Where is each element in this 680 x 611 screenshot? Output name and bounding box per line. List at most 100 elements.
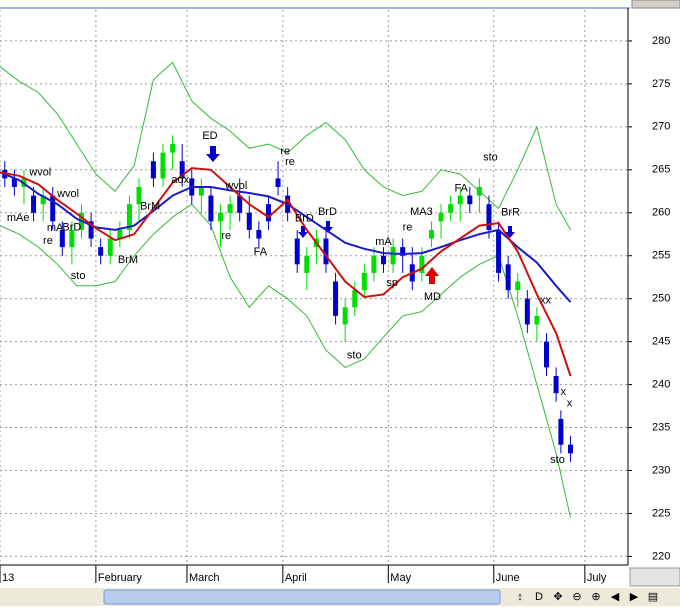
toolbar-button[interactable]: ◀ (611, 591, 620, 603)
candle-body (515, 281, 521, 291)
y-tick-label: 245 (652, 336, 670, 348)
annotation: x (567, 397, 573, 409)
candle-body (126, 204, 132, 230)
y-tick-label: 225 (652, 507, 670, 519)
candle-body (265, 204, 271, 222)
toolbar-button[interactable]: ⊖ (572, 591, 581, 603)
y-tick-label: 280 (652, 35, 670, 47)
annotation: sto (347, 349, 362, 361)
annotation: wvol (224, 180, 247, 192)
candle-body (136, 186, 142, 205)
y-tick-label: 235 (652, 421, 670, 433)
candle-body (40, 195, 46, 205)
y-tick-label: 275 (652, 78, 670, 90)
annotation: mA (375, 236, 392, 248)
annotation: re (221, 230, 231, 242)
x-tick-label: May (390, 572, 411, 584)
annotation: sto (483, 152, 498, 164)
annotation: FA (254, 246, 268, 258)
annotation: MD (424, 291, 441, 303)
candle-body (218, 212, 224, 222)
arrow-down (298, 226, 308, 238)
candle-body (107, 238, 113, 256)
candle-body (558, 418, 564, 445)
annotation: wvol (28, 166, 51, 178)
annotation: BrD (295, 213, 314, 225)
y-tick-label: 250 (652, 293, 670, 305)
series-line (0, 203, 571, 518)
toolbar-button[interactable]: ▤ (648, 591, 658, 603)
candle-body (179, 161, 185, 179)
candle-body (98, 247, 104, 256)
annotation: sto (71, 270, 86, 282)
annotation: mAe (7, 212, 30, 224)
toolbar-button[interactable]: D (535, 591, 543, 603)
candle-body (117, 229, 123, 239)
candle-body (534, 315, 540, 325)
annotation: MA3 (410, 206, 433, 218)
annotation: xx (540, 294, 552, 306)
annotation: ED (202, 130, 217, 142)
candle-body (88, 221, 94, 239)
y-tick-label: 255 (652, 250, 670, 262)
toolbar-button[interactable]: ↕ (517, 591, 523, 603)
y-tick-label: 270 (652, 121, 670, 133)
candle-body (505, 264, 511, 291)
candle-body (275, 178, 281, 187)
annotation: wvol (56, 188, 79, 200)
x-tick-label: 13 (2, 572, 14, 584)
annotation: sto (550, 454, 565, 466)
annotation: BrM (118, 254, 138, 266)
x-tick-label: April (285, 572, 307, 584)
candle-body (448, 204, 454, 213)
x-tick-label: July (587, 572, 607, 584)
scrollbar-thumb[interactable] (103, 589, 501, 605)
candle-body (304, 255, 310, 273)
candle-body (390, 247, 396, 265)
candle-body (160, 152, 166, 179)
candle-body (323, 238, 329, 265)
annotation: mA (47, 222, 64, 234)
y-tick-label: 265 (652, 164, 670, 176)
annotation: adx (171, 174, 189, 186)
candle-body (170, 144, 176, 153)
candle-body (381, 255, 387, 265)
y-tick-label: 230 (652, 464, 670, 476)
arrow-down (206, 146, 220, 162)
x-tick-label: June (496, 572, 520, 584)
candle-body (69, 229, 75, 248)
candle-body (294, 238, 300, 265)
candle-body (371, 255, 377, 273)
toolbar-button[interactable]: ✥ (553, 591, 562, 603)
annotation: FA (454, 183, 468, 195)
toolbar-button[interactable]: ▶ (630, 591, 639, 603)
candle-body (486, 204, 492, 230)
candle-body (11, 178, 17, 187)
y-tick-label: 220 (652, 550, 670, 562)
candle-body (227, 204, 233, 213)
candle-body (256, 229, 262, 239)
window-buttons[interactable] (631, 0, 680, 9)
candle-body (544, 341, 550, 368)
candle-body (342, 307, 348, 325)
annotation: BrD (62, 221, 81, 233)
candle-body (361, 272, 367, 291)
candle-body (237, 195, 243, 213)
candle-body (428, 229, 434, 239)
corner-box (629, 567, 680, 587)
candle-body (352, 290, 358, 308)
candle-body (400, 247, 406, 256)
annotation: x (561, 386, 567, 398)
y-tick-label: 260 (652, 207, 670, 219)
candle-body (553, 375, 559, 394)
annotation: re (43, 235, 53, 247)
candle-body (524, 298, 530, 325)
toolbar-button[interactable]: ⊕ (591, 591, 600, 603)
candle-body (438, 212, 444, 222)
y-tick-label: 240 (652, 378, 670, 390)
top-strip (0, 0, 680, 9)
candle-body (419, 255, 425, 273)
